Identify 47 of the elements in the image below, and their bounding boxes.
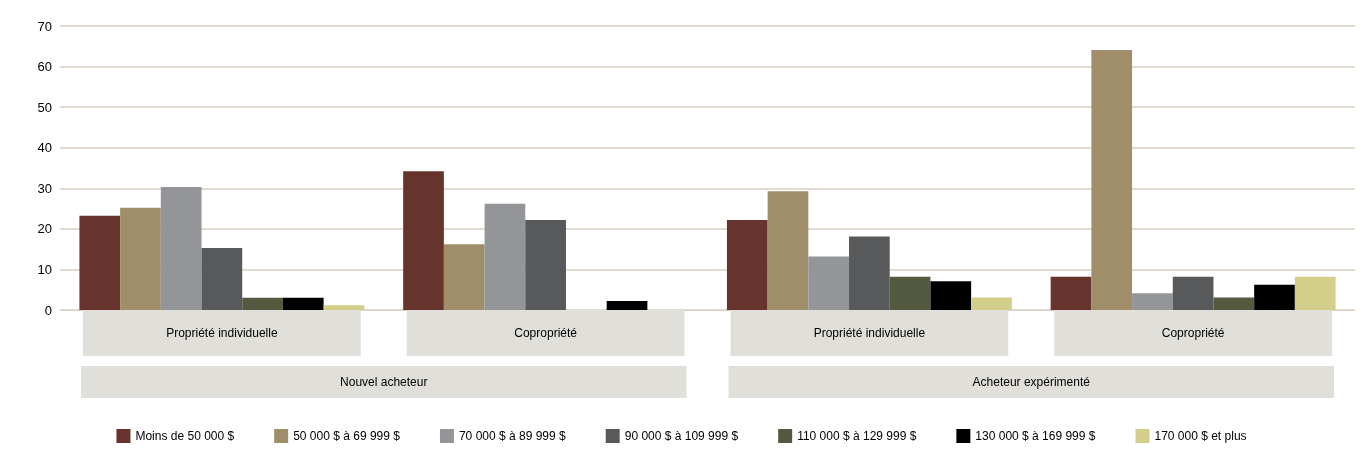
legend-label: 170 000 $ et plus	[1154, 429, 1247, 443]
legend-label: 70 000 $ à 89 999 $	[458, 429, 567, 443]
bar	[403, 171, 444, 310]
text: Acheteur expérimenté	[972, 375, 1091, 389]
y-tick-label: 70	[37, 18, 52, 34]
text: Nouvel acheteur	[340, 375, 428, 389]
bar	[323, 305, 365, 310]
y-tick-label: 30	[37, 180, 52, 196]
bar	[79, 215, 121, 310]
legend-label: Moins de 50 000 $	[135, 429, 235, 443]
bar	[1254, 284, 1295, 310]
bar	[849, 236, 890, 310]
y-tick-label: 50	[37, 99, 52, 115]
legend-label: 90 000 $ à 109 999 $	[624, 429, 739, 443]
bar	[160, 187, 202, 310]
bar	[808, 256, 850, 310]
bar	[525, 219, 566, 310]
x-tick-label: Copropriété	[514, 326, 578, 340]
legend-label: 110 000 $ à 129 999 $	[797, 429, 917, 443]
bar	[726, 219, 768, 310]
y-tick-label: 40	[37, 140, 52, 156]
bar	[767, 191, 809, 310]
bar	[1050, 276, 1092, 310]
bar	[1294, 276, 1336, 310]
bar	[971, 297, 1012, 310]
bar	[1091, 49, 1133, 310]
bar	[242, 297, 283, 310]
bar	[443, 244, 485, 310]
bar	[282, 297, 324, 310]
bar	[930, 281, 972, 310]
bar	[120, 207, 161, 310]
legend-label: 50 000 $ à 69 999 $	[293, 429, 401, 443]
bar	[201, 247, 243, 310]
x-tick-label: Propriété individuelle	[813, 326, 926, 340]
bar	[1213, 297, 1255, 310]
bar	[889, 276, 931, 310]
y-tick-label: 20	[37, 221, 52, 237]
bar	[1132, 293, 1173, 310]
bar	[1172, 276, 1214, 310]
legend-label: 130 000 $ à 169 999 $	[975, 429, 1096, 443]
bar	[484, 203, 526, 310]
y-tick-label: 0	[44, 302, 52, 318]
x-tick-label: Propriété individuelle	[166, 326, 278, 340]
y-tick-label: 60	[37, 59, 52, 75]
bar	[606, 301, 648, 310]
x-tick-label: Copropriété	[1161, 326, 1225, 340]
y-tick-label: 10	[37, 261, 52, 277]
